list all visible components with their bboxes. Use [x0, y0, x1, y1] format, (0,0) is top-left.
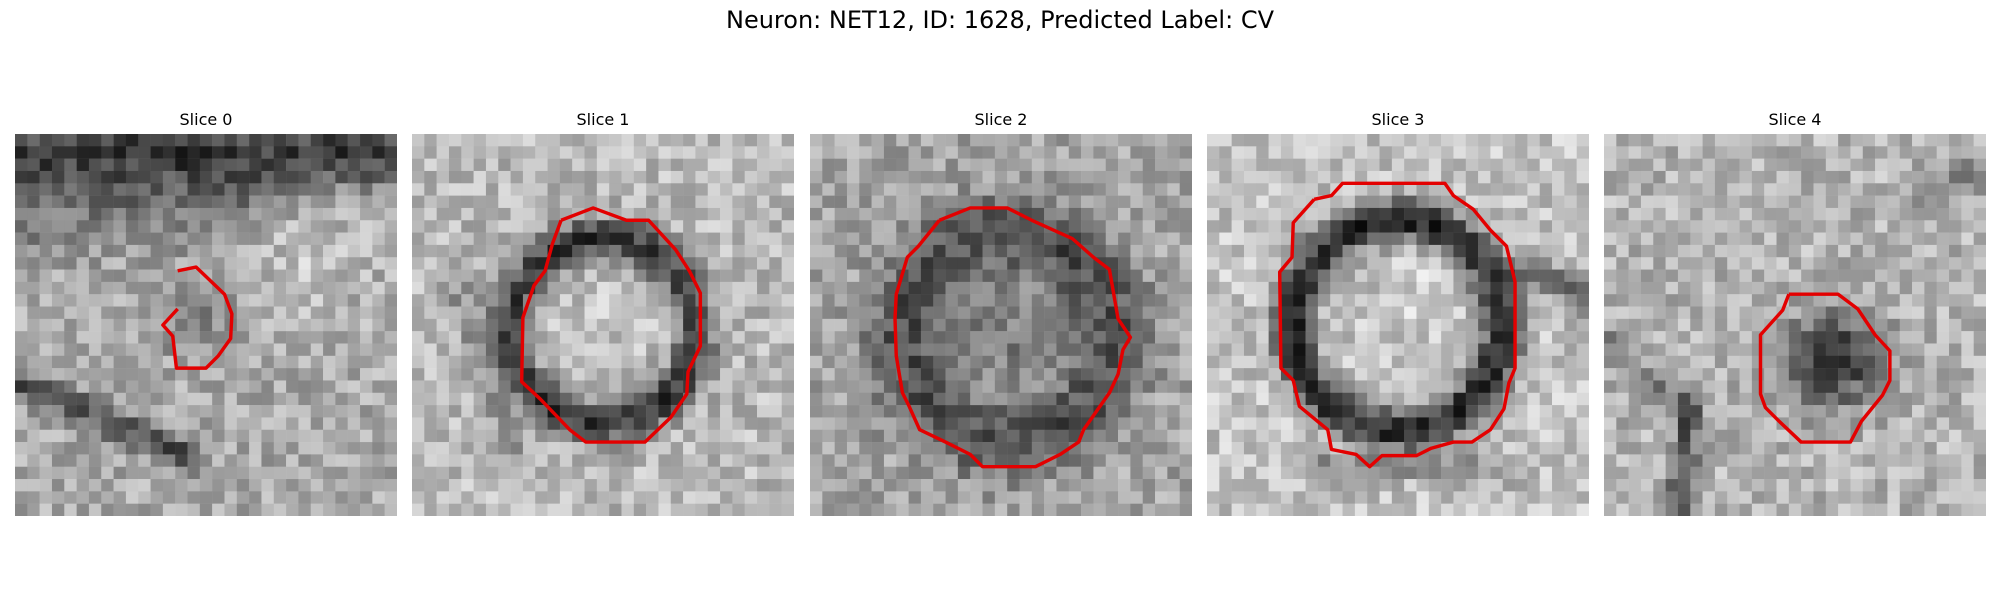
grayscale-pixels [1604, 134, 1986, 516]
grayscale-pixels [15, 134, 397, 516]
slice-image-3 [1207, 134, 1589, 516]
grayscale-pixels [1207, 134, 1589, 516]
slice-panel-1: Slice 1 [412, 108, 794, 516]
slice-title-0: Slice 0 [179, 110, 233, 129]
segmentation-contour [1758, 292, 1892, 444]
slice-panel-2: Slice 2 [810, 108, 1192, 516]
slice-title-3: Slice 3 [1371, 110, 1425, 129]
segmentation-contour [1277, 181, 1517, 469]
slice-panel-0: Slice 0 [15, 108, 397, 516]
figure-title: Neuron: NET12, ID: 1628, Predicted Label… [726, 6, 1274, 34]
slice-image-0 [15, 134, 397, 516]
slice-image-4 [1604, 134, 1986, 516]
grayscale-pixels [412, 134, 794, 516]
slice-image-1 [412, 134, 794, 516]
slice-panel-4: Slice 4 [1604, 108, 1986, 516]
segmentation-contour [519, 206, 703, 444]
segmentation-contour [893, 206, 1133, 469]
grayscale-pixels [810, 134, 1192, 516]
segmentation-contour [161, 265, 234, 370]
slice-image-2 [810, 134, 1192, 516]
slice-title-1: Slice 1 [576, 110, 630, 129]
slice-title-2: Slice 2 [974, 110, 1028, 129]
slice-panel-3: Slice 3 [1207, 108, 1589, 516]
slice-title-4: Slice 4 [1768, 110, 1822, 129]
